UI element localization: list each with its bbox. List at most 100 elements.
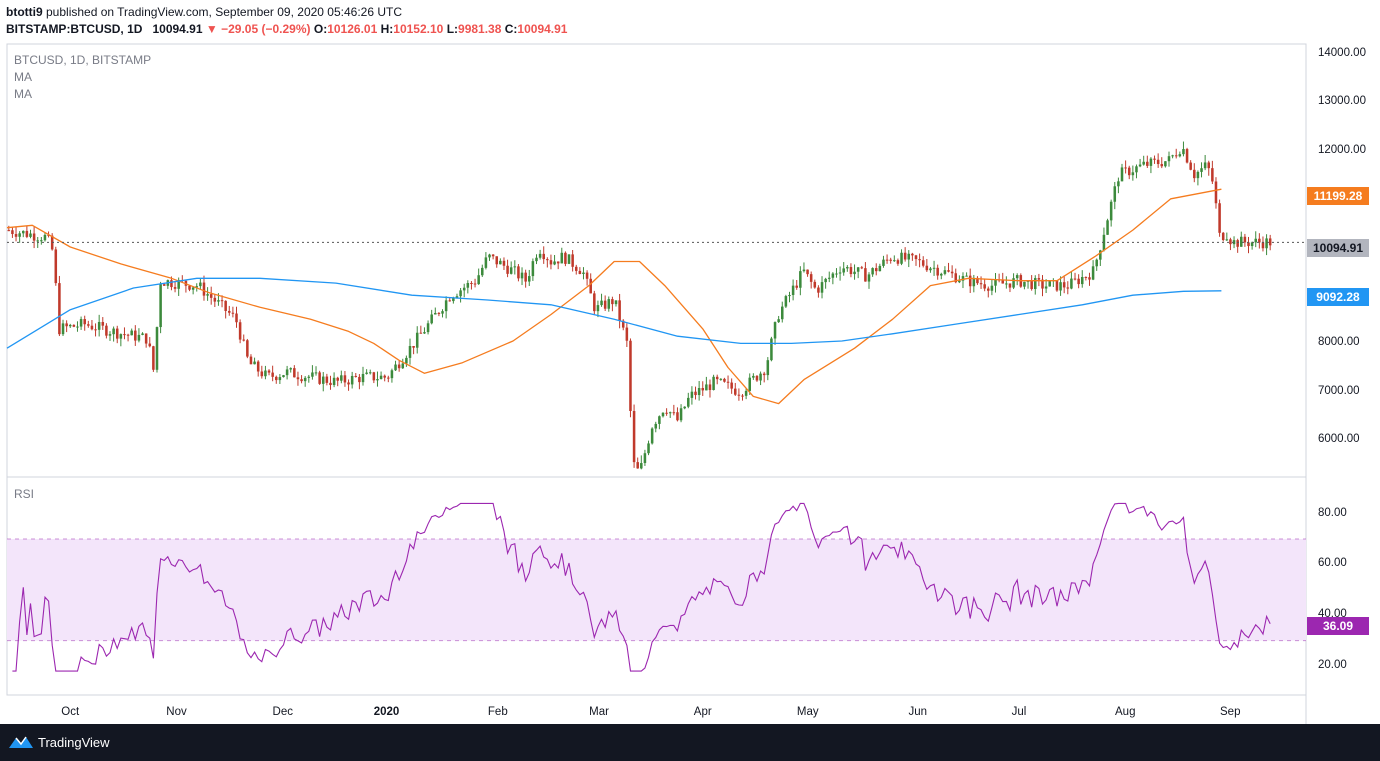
candle-body	[296, 377, 300, 380]
candle-body	[571, 254, 574, 267]
candle	[748, 373, 752, 395]
candle-body	[343, 375, 347, 383]
candle	[430, 309, 433, 325]
candle	[119, 333, 123, 347]
candle	[1229, 237, 1232, 251]
candle-body	[437, 312, 441, 314]
candle-body	[520, 272, 524, 279]
candle	[950, 265, 954, 278]
candle	[94, 323, 97, 337]
candle	[358, 374, 361, 390]
candle	[824, 277, 827, 289]
candle	[376, 371, 379, 387]
candle-body	[311, 372, 314, 377]
candle-body	[650, 428, 654, 444]
candle	[849, 263, 853, 278]
candle	[318, 370, 321, 385]
publisher-name[interactable]: btotti9	[6, 5, 43, 19]
candle-body	[491, 254, 495, 257]
candle-body	[137, 334, 141, 341]
candle	[1247, 236, 1250, 254]
candle	[101, 317, 105, 330]
candle	[65, 320, 68, 333]
candle-body	[593, 293, 596, 312]
price-chart[interactable]	[0, 0, 1380, 724]
candle-body	[271, 372, 274, 377]
candle	[1171, 154, 1174, 159]
candle	[441, 309, 444, 318]
symbol-legend[interactable]: BTCUSD, 1D, BITSTAMP	[14, 53, 152, 67]
tradingview-logo[interactable]: TradingView	[8, 734, 110, 750]
candle	[491, 254, 495, 260]
time-tick-label: Jul	[1011, 706, 1027, 718]
time-tick-label: Mar	[589, 706, 609, 718]
candle-body	[1070, 278, 1073, 289]
candle-body	[968, 275, 972, 287]
ma-legend-2[interactable]: MA	[14, 87, 32, 101]
candle-body	[1109, 201, 1113, 221]
candle	[874, 263, 878, 276]
candle-body	[788, 295, 791, 297]
candle	[1268, 234, 1272, 251]
symbol-label[interactable]: BITSTAMP:BTCUSD, 1D	[6, 22, 143, 36]
candle	[744, 388, 748, 400]
candle	[1221, 231, 1225, 242]
candle-body	[365, 372, 368, 374]
candle-body	[882, 259, 885, 266]
candle	[97, 314, 101, 337]
candle-body	[672, 412, 676, 414]
candle-body	[813, 281, 817, 288]
candle-body	[755, 375, 759, 381]
candle-body	[79, 319, 83, 327]
candle	[383, 374, 386, 382]
candle	[25, 225, 29, 239]
candle-body	[961, 276, 965, 281]
candle-body	[350, 375, 354, 385]
candle-body	[683, 406, 686, 409]
candle	[770, 336, 773, 362]
candle	[267, 369, 271, 376]
candle	[614, 300, 618, 307]
ma-legend-1[interactable]: MA	[14, 70, 32, 84]
candle	[184, 280, 188, 293]
time-tick-label: Feb	[487, 706, 508, 718]
candle-body	[694, 391, 697, 396]
candle	[419, 325, 423, 334]
candle-body	[242, 339, 246, 341]
candle-body	[289, 368, 292, 370]
candle-body	[549, 260, 553, 265]
candle	[434, 307, 437, 315]
candle-body	[1030, 280, 1033, 290]
candle-body	[846, 267, 849, 269]
candle	[390, 368, 394, 383]
rsi-legend[interactable]: RSI	[14, 487, 35, 501]
candle	[68, 323, 72, 328]
candle-body	[513, 266, 517, 268]
candle	[885, 254, 889, 264]
candle	[1218, 199, 1221, 237]
candle-body	[462, 287, 466, 291]
candle	[293, 365, 296, 378]
candle-body	[1193, 169, 1196, 179]
candle-body	[228, 310, 231, 313]
candle-body	[752, 375, 755, 378]
candle-body	[1214, 181, 1218, 204]
candle-body	[459, 290, 462, 297]
candle	[1135, 164, 1138, 179]
candle	[1015, 273, 1019, 286]
candle	[415, 326, 419, 354]
candle	[32, 226, 36, 249]
candle-body	[441, 311, 444, 314]
candle-body	[434, 312, 437, 315]
candle	[643, 449, 647, 466]
candle	[206, 287, 209, 301]
candle	[325, 373, 329, 386]
candle-body	[1077, 278, 1080, 285]
candle	[1041, 275, 1044, 297]
candle-body	[632, 410, 636, 463]
candle	[719, 378, 723, 381]
candle	[1149, 157, 1153, 174]
candle	[61, 319, 65, 337]
candle-body	[838, 272, 842, 274]
candle-body	[856, 267, 860, 272]
